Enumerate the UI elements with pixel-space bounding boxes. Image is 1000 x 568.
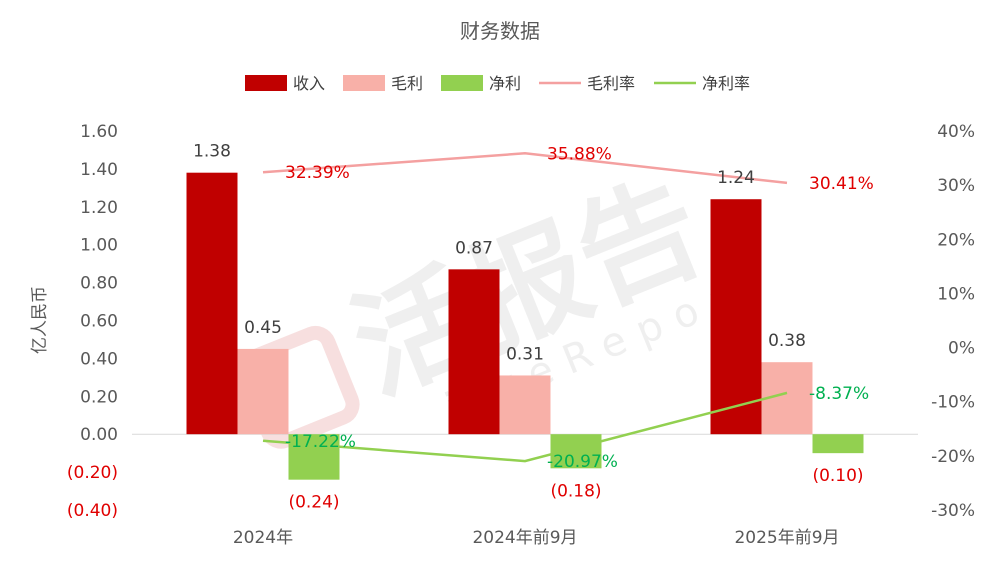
y-axis-label: 亿人民币 (30, 286, 50, 354)
y-tick-label: 0.20 (80, 387, 118, 407)
chart-title: 财务数据 (460, 19, 540, 43)
y2-tick-label: -30% (931, 501, 975, 521)
bar-收入-2 (710, 199, 762, 435)
y-tick-label: 0.60 (80, 312, 118, 332)
bar-毛利-0 (237, 348, 289, 435)
bar-value-label: (0.24) (288, 493, 339, 513)
bar-value-label: (0.18) (550, 481, 601, 501)
rate-label: -17.22% (285, 432, 356, 452)
bar-毛利-1 (499, 375, 551, 435)
bars (186, 172, 864, 480)
y2-tick-label: 10% (937, 284, 975, 304)
rate-label: 32.39% (285, 163, 350, 183)
y2-tick-label: 30% (937, 176, 975, 196)
rate-label: 30.41% (809, 174, 874, 194)
legend: 收入 毛利 净利 毛利率 净利率 (245, 74, 750, 93)
y-tick-label: 0.80 (80, 274, 118, 294)
y-tick-label: 1.40 (80, 160, 118, 180)
left-axis: 1.60 1.40 1.20 1.00 0.80 0.60 0.40 0.20 0.00 (0.2… (67, 122, 118, 521)
y-tick-label: 0.40 (80, 349, 118, 369)
y2-tick-label: 20% (937, 230, 975, 250)
category-label: 2024年 (233, 528, 293, 548)
bar-value-label: 0.87 (455, 238, 493, 258)
y2-tick-label: -20% (931, 447, 975, 467)
category-label: 2024年前9月 (472, 528, 577, 548)
legend-label-净利率: 净利率 (702, 74, 750, 93)
bar-收入-1 (448, 269, 500, 435)
data-labels: 1.38 0.87 1.24 0.45 0.31 0.38 (0.24) (0.18) (0.1… (193, 142, 874, 513)
y2-tick-label: 0% (948, 339, 975, 359)
category-labels: 2024年 2024年前9月 2025年前9月 (233, 528, 840, 548)
bar-value-label: 1.24 (717, 168, 755, 188)
legend-swatch-收入 (245, 75, 287, 91)
legend-label-毛利: 毛利 (391, 74, 423, 93)
category-label: 2025年前9月 (734, 528, 839, 548)
y-tick-label: 1.60 (80, 122, 118, 142)
legend-label-收入: 收入 (293, 74, 325, 93)
legend-swatch-净利 (441, 75, 483, 91)
y2-tick-label: -10% (931, 393, 975, 413)
bar-净利-0 (288, 434, 340, 480)
y-tick-label: 0.00 (80, 425, 118, 445)
rate-label: -8.37% (809, 384, 869, 404)
rate-label: 35.88% (547, 144, 612, 164)
legend-swatch-毛利 (343, 75, 385, 91)
y2-tick-label: 40% (937, 122, 975, 142)
bar-value-label: 0.31 (506, 344, 544, 364)
right-axis: 40% 30% 20% 10% 0% -10% -20% -30% (931, 122, 975, 521)
rate-lines (262, 152, 788, 463)
legend-label-净利: 净利 (489, 74, 521, 93)
line-净利率 (262, 391, 788, 463)
legend-label-毛利率: 毛利率 (587, 74, 635, 93)
y-tick-label: 1.20 (80, 198, 118, 218)
bar-value-label: 0.45 (244, 318, 282, 338)
line-毛利率 (262, 152, 788, 185)
y-tick-label: (0.20) (67, 463, 118, 483)
bar-净利-2 (812, 434, 864, 454)
bar-value-label: 1.38 (193, 142, 231, 162)
bar-收入-0 (186, 172, 238, 435)
bar-value-label: (0.10) (812, 466, 863, 486)
rate-label: -20.97% (547, 452, 618, 472)
bar-value-label: 0.38 (768, 331, 806, 351)
y-tick-label: (0.40) (67, 501, 118, 521)
y-tick-label: 1.00 (80, 236, 118, 256)
